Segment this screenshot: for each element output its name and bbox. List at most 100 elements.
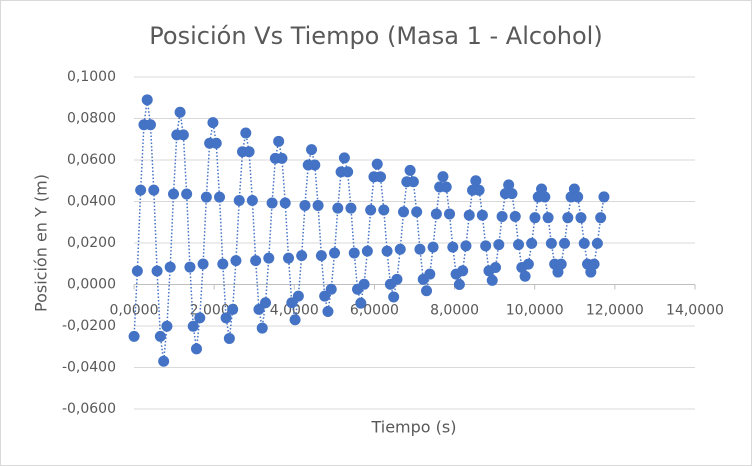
- y-tick-label: 0,0000: [67, 277, 116, 293]
- data-point: [444, 208, 456, 220]
- data-point: [289, 314, 301, 326]
- data-point: [315, 250, 327, 262]
- x-tick-label: 8,0000: [430, 303, 479, 319]
- data-point: [486, 274, 498, 286]
- data-point: [276, 152, 288, 164]
- y-tick-label: 0,0800: [67, 111, 116, 127]
- data-point: [447, 241, 459, 253]
- data-point: [473, 184, 485, 196]
- data-point: [332, 202, 344, 214]
- data-point: [559, 237, 571, 249]
- data-point: [151, 265, 163, 277]
- x-tick-label: 4,0000: [270, 303, 319, 319]
- data-point: [338, 152, 350, 164]
- data-point: [220, 312, 232, 324]
- data-point: [578, 237, 590, 249]
- data-point: [168, 188, 180, 200]
- data-point: [256, 322, 268, 334]
- data-point: [174, 106, 186, 118]
- data-point: [197, 258, 209, 270]
- data-point: [427, 241, 439, 253]
- data-point: [572, 191, 584, 203]
- data-point: [562, 212, 574, 224]
- data-point: [240, 127, 252, 139]
- y-tick-label: -0,0200: [62, 318, 116, 334]
- x-axis-title: Tiempo (s): [370, 418, 456, 437]
- data-point: [148, 184, 160, 196]
- data-point: [210, 137, 222, 149]
- data-point: [348, 247, 360, 259]
- data-point: [194, 312, 206, 324]
- y-tick-label: 0,0600: [67, 152, 116, 168]
- data-point: [493, 239, 505, 251]
- data-point: [358, 278, 370, 290]
- data-point: [177, 129, 189, 141]
- data-point: [457, 265, 469, 277]
- data-point: [260, 297, 272, 309]
- data-point: [184, 261, 196, 273]
- data-point: [411, 206, 423, 218]
- data-point: [460, 240, 472, 252]
- data-point: [128, 330, 140, 342]
- data-point: [306, 144, 318, 156]
- data-point: [555, 258, 567, 270]
- data-point: [181, 188, 193, 200]
- data-point: [365, 204, 377, 216]
- data-point: [141, 94, 153, 106]
- data-point: [135, 184, 147, 196]
- data-point: [322, 305, 334, 317]
- data-point: [404, 164, 416, 176]
- data-point: [158, 355, 170, 367]
- data-point: [361, 245, 373, 257]
- y-tick-label: -0,0400: [62, 360, 116, 376]
- data-point: [539, 191, 551, 203]
- x-tick-label: 0,0000: [110, 303, 159, 319]
- data-point: [529, 212, 541, 224]
- data-point: [154, 330, 166, 342]
- data-point: [591, 237, 603, 249]
- data-point: [296, 250, 308, 262]
- data-point: [470, 175, 482, 187]
- data-point: [283, 252, 295, 264]
- data-point: [279, 197, 291, 209]
- data-point: [191, 343, 203, 355]
- data-point: [437, 171, 449, 183]
- data-point: [480, 240, 492, 252]
- x-tick-label: 12,0000: [586, 303, 644, 319]
- y-tick-label: 0,0400: [67, 194, 116, 210]
- data-point: [145, 119, 157, 131]
- data-point: [345, 202, 357, 214]
- data-point: [542, 212, 554, 224]
- data-point: [375, 171, 387, 183]
- data-point: [217, 258, 229, 270]
- data-point: [312, 199, 324, 211]
- data-point: [299, 199, 311, 211]
- chart-title: Posición Vs Tiempo (Masa 1 - Alcohol): [149, 22, 602, 50]
- data-point: [575, 212, 587, 224]
- data-point: [207, 117, 219, 129]
- data-point: [526, 237, 538, 249]
- data-point: [388, 291, 400, 303]
- data-point: [325, 283, 337, 295]
- data-point: [394, 243, 406, 255]
- data-point: [503, 179, 515, 191]
- data-point: [421, 285, 433, 297]
- data-point: [588, 258, 600, 270]
- data-point: [424, 268, 436, 280]
- data-point: [263, 252, 275, 264]
- data-point: [227, 303, 239, 315]
- data-point: [453, 279, 465, 290]
- y-tick-label: 0,0200: [67, 235, 116, 251]
- data-point: [490, 261, 502, 273]
- data-point: [506, 188, 518, 200]
- data-point: [292, 290, 304, 302]
- data-point: [230, 255, 242, 267]
- data-point: [414, 243, 426, 255]
- data-point: [131, 265, 143, 277]
- data-point: [545, 237, 557, 249]
- data-point: [598, 191, 610, 203]
- y-tick-label: -0,0600: [62, 401, 116, 417]
- data-point: [595, 212, 607, 224]
- data-point: [342, 166, 354, 178]
